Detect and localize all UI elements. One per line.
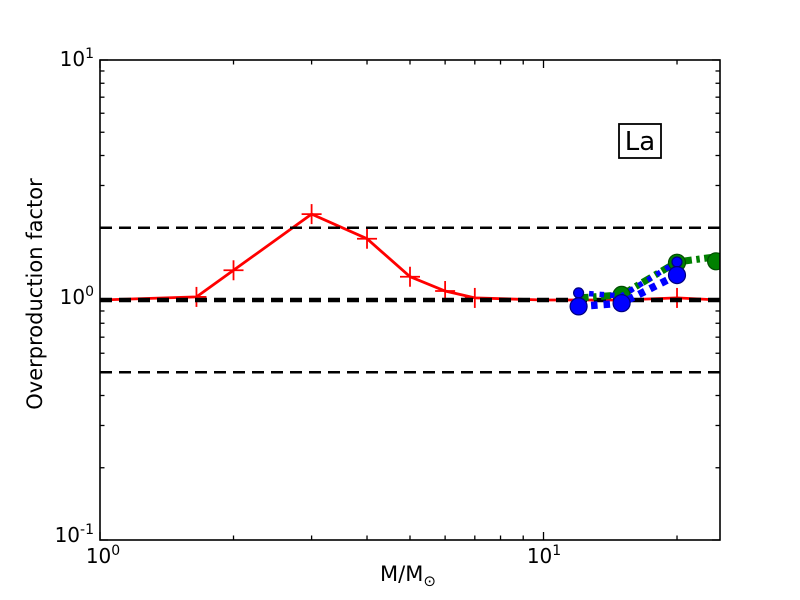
marker-circle-blue-dotted-small-circle-markers [671,256,683,268]
marker-circle-green-dashdot-circle-markers [707,252,720,271]
x-axis-label: M/M⊙ [380,562,436,590]
x-tick-label-1: 100 [86,543,120,568]
annotation-la-box: La [618,123,662,159]
y-tick-label-1: 100 [60,284,94,309]
marker-circle-blue-dotted-large-circle-markers [667,266,687,285]
x-tick-label-10: 101 [527,543,561,568]
marker-circle-blue-dotted-large-circle-markers [569,297,588,316]
marker-circle-blue-dotted-large-circle-markers [612,294,631,313]
marker-circle-blue-dotted-small-circle-markers [572,287,585,299]
axes-spines [99,59,721,541]
plot-area [99,59,721,541]
annotation-label: La [625,127,655,157]
annotation-border [618,123,662,159]
y-tick-label-0-1: 10-1 [55,522,94,547]
y-tick-label-10: 101 [60,46,94,71]
y-axis-label: Overproduction factor [23,178,47,410]
